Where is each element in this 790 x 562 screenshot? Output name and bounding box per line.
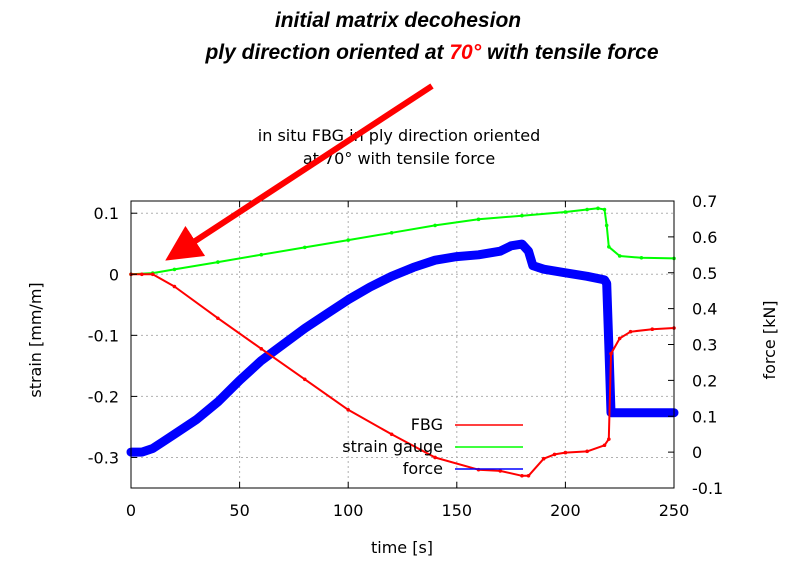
data-point-fbg (172, 284, 177, 289)
legend: FBG strain gauge force (342, 415, 523, 478)
y-tick-label: -0.3 (88, 448, 119, 467)
data-point-fbg (526, 473, 531, 478)
data-point-strain-gauge (172, 267, 177, 272)
y-axis-label: strain [mm/m] (26, 282, 45, 397)
data-point-fbg (302, 377, 307, 382)
data-point-strain-gauge (596, 206, 600, 211)
y2-tick-label: 0.3 (692, 336, 717, 355)
y-tick-label: -0.2 (88, 387, 119, 406)
data-point-strain-gauge (476, 217, 481, 222)
data-point-strain-gauge (602, 207, 607, 212)
data-point-fbg (140, 272, 144, 277)
legend-label: force (403, 459, 443, 478)
y-tick-labels: -0.3 -0.2 -0.1 0 0.1 (88, 204, 119, 467)
data-point-fbg (617, 336, 622, 341)
x-tick-labels: 0 50 100 150 200 250 (126, 501, 689, 520)
data-point-fbg (602, 443, 607, 448)
y2-tick-label: 0.6 (692, 228, 717, 247)
y2-tick-label: 0.4 (692, 300, 717, 319)
data-point-fbg (609, 351, 613, 356)
annotation-line-1: initial matrix decohesion (275, 9, 521, 32)
y2-tick-label: 0 (692, 443, 702, 462)
data-point-fbg (433, 455, 437, 460)
annotation-line-2-end: with tensile force (481, 41, 659, 64)
y2-tick-label: -0.1 (692, 479, 723, 498)
y2-tick-label: 0.2 (692, 371, 717, 390)
series-layer (126, 206, 679, 478)
annotation-arrow (165, 83, 434, 261)
data-point-fbg (498, 469, 503, 473)
data-point-fbg (150, 272, 155, 277)
annotation-line-2-start: ply direction oriented at (204, 41, 449, 64)
data-point-strain-gauge (389, 230, 394, 235)
series-line-strain-gauge (130, 207, 675, 276)
data-point-strain-gauge (639, 255, 644, 260)
chart-title-line-2: at 70° with tensile force (303, 149, 495, 168)
data-point-fbg (541, 456, 546, 461)
data-point-strain-gauge (259, 252, 264, 257)
data-point-strain-gauge (563, 210, 568, 214)
data-point-strain-gauge (216, 260, 220, 264)
data-point-fbg (520, 473, 524, 478)
data-point-fbg (650, 327, 655, 332)
data-point-fbg (585, 449, 589, 454)
y2-axis-label: force [kN] (760, 300, 779, 379)
legend-label: FBG (411, 415, 443, 434)
series-line-force (126, 239, 679, 457)
y2-tick-label: 0.5 (692, 264, 717, 283)
data-point-fbg (216, 316, 220, 321)
tick-marks (130, 200, 675, 489)
data-point-strain-gauge (302, 245, 307, 250)
y2-tick-labels: -0.1 0 0.1 0.2 0.3 0.4 0.5 0.6 0.7 (692, 192, 723, 498)
x-tick-label: 50 (229, 501, 249, 520)
data-point-fbg (607, 437, 611, 441)
data-point-strain-gauge (585, 207, 589, 212)
data-point-fbg (628, 329, 633, 334)
x-axis-label: time [s] (371, 538, 433, 557)
x-tick-label: 0 (126, 501, 136, 520)
data-point-strain-gauge (346, 238, 351, 242)
data-point-fbg (389, 432, 394, 437)
data-point-fbg (259, 346, 264, 351)
y-tick-label: 0 (109, 265, 119, 284)
y2-tick-label: 0.7 (692, 192, 717, 211)
x-tick-label: 250 (659, 501, 690, 520)
x-tick-label: 200 (550, 501, 581, 520)
chart-title-line-1: in situ FBG in ply direction oriented (258, 126, 540, 145)
y-tick-label: 0.1 (94, 204, 119, 223)
x-tick-label: 150 (442, 501, 473, 520)
data-point-fbg (563, 450, 568, 455)
data-point-strain-gauge (617, 254, 622, 258)
annotation-angle-highlight: 70° (449, 41, 481, 64)
data-point-strain-gauge (520, 213, 524, 218)
legend-label: strain gauge (342, 437, 443, 456)
y2-tick-label: 0.1 (692, 407, 717, 426)
data-point-fbg (346, 408, 351, 412)
data-point-strain-gauge (604, 223, 609, 228)
data-point-strain-gauge (433, 223, 437, 228)
data-point-strain-gauge (607, 244, 611, 249)
x-tick-label: 100 (333, 501, 364, 520)
y-tick-label: -0.1 (88, 326, 119, 345)
data-point-fbg (552, 452, 557, 457)
annotation-line-2: ply direction oriented at 70° with tensi… (204, 41, 658, 64)
